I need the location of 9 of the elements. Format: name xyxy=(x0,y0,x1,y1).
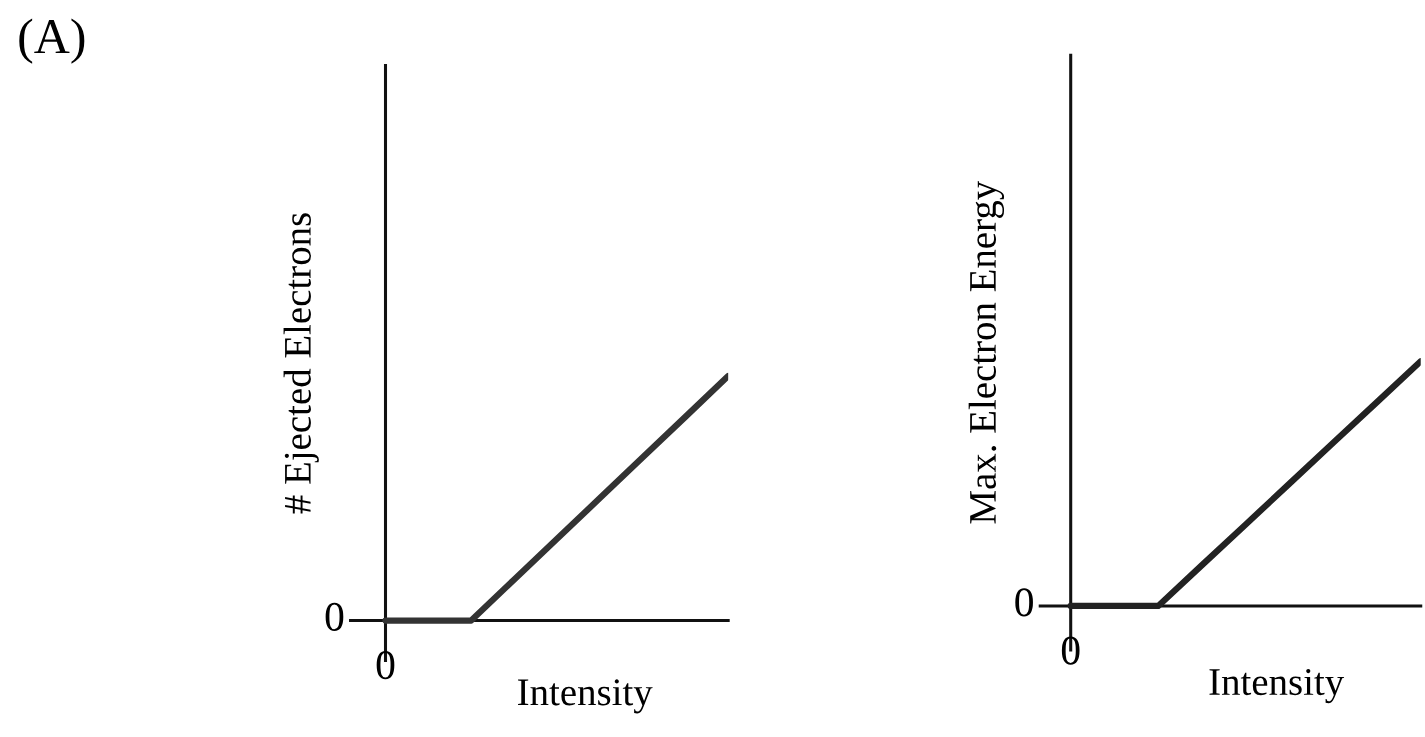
text: 0 xyxy=(376,651,395,680)
y-axis-title: Max. Electron Energy xyxy=(968,180,1005,524)
x-axis-title: Intensity xyxy=(518,679,653,714)
x-axis-title: Intensity xyxy=(1209,669,1345,704)
text: 0 xyxy=(1061,636,1080,665)
y-axis-title: # Ejected Electrons xyxy=(283,213,319,514)
chart-title: (A) xyxy=(19,18,85,64)
text: 0 xyxy=(1015,588,1033,617)
text: 0 xyxy=(325,602,344,631)
